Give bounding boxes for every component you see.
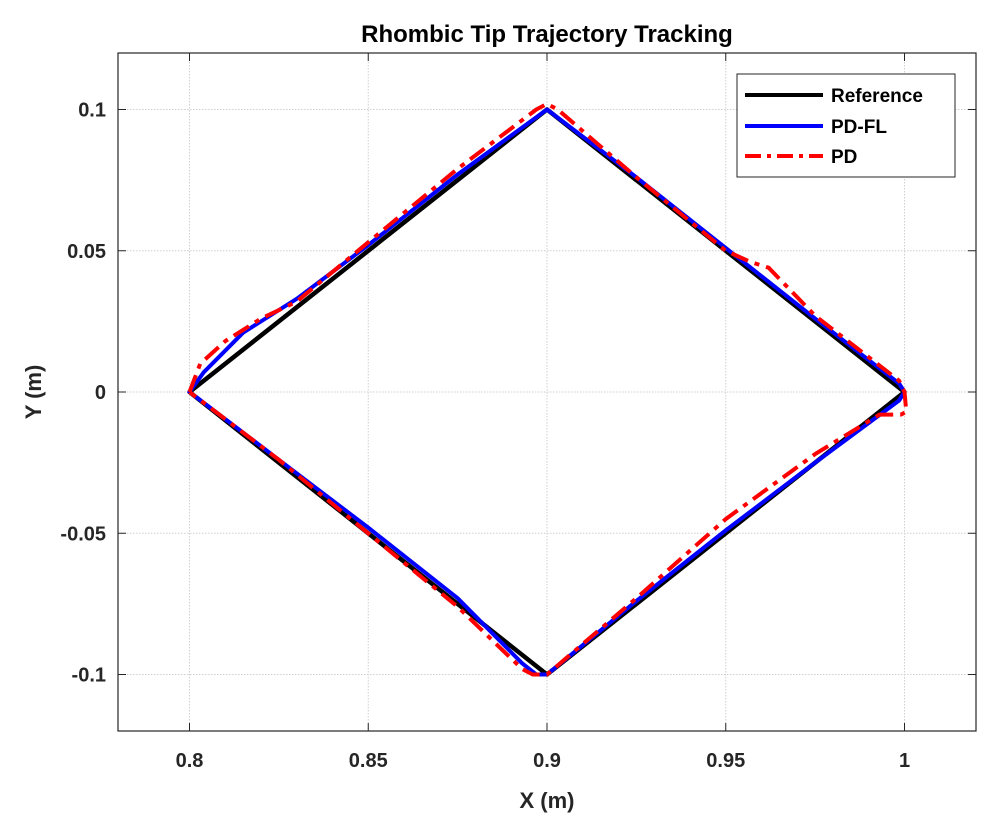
y-tick-label: -0.05 bbox=[60, 523, 106, 545]
legend: Reference PD-FL PD bbox=[736, 73, 956, 178]
x-tick-label: 0.8 bbox=[176, 750, 204, 772]
y-tick-label: 0.05 bbox=[67, 241, 106, 263]
y-tick-label: 0 bbox=[95, 382, 106, 404]
chart-title: Rhombic Tip Trajectory Tracking bbox=[361, 21, 733, 48]
x-tick-label: 0.9 bbox=[533, 750, 561, 772]
y-tick-label: 0.1 bbox=[78, 100, 106, 122]
x-tick-label: 0.95 bbox=[706, 750, 745, 772]
y-axis-label: Y (m) bbox=[21, 365, 46, 420]
series-lines bbox=[187, 101, 909, 677]
legend-label-reference: Reference bbox=[831, 86, 923, 107]
y-tick-label: -0.1 bbox=[72, 665, 106, 687]
legend-label-pd: PD bbox=[831, 147, 857, 168]
legend-label-pd-fl: PD-FL bbox=[831, 117, 887, 138]
series-line-pd bbox=[187, 101, 909, 677]
ticks: 0.8 0.85 0.9 0.95 1 -0.1 -0.05 0 0.05 0.1 bbox=[60, 53, 976, 772]
x-axis-label: X (m) bbox=[520, 788, 575, 813]
x-tick-label: 1 bbox=[899, 750, 910, 772]
x-tick-label: 0.85 bbox=[349, 750, 388, 772]
